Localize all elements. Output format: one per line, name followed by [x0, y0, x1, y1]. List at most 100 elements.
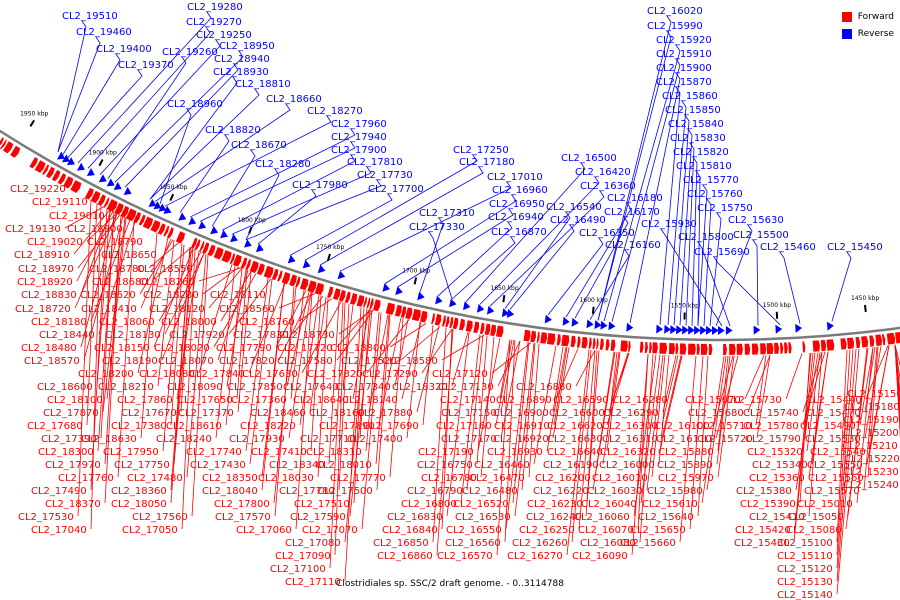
forward-gene-label: CL2_15490 — [800, 421, 856, 432]
reverse-gene-mark-40 — [600, 320, 608, 330]
reverse-gene-mark-42 — [626, 322, 634, 332]
reverse-leader-line — [397, 208, 514, 288]
forward-leader-line — [344, 308, 368, 543]
reverse-leader-line — [504, 211, 571, 309]
forward-gene-label: CL2_17130 — [438, 382, 494, 393]
forward-gene-mark-126 — [588, 337, 592, 349]
reverse-gene-label: CL2_17900 — [331, 145, 387, 156]
legend-reverse-label: Reverse — [857, 28, 894, 39]
reverse-leader-line — [67, 69, 143, 158]
forward-gene-mark-52 — [103, 197, 110, 208]
forward-gene-label: CL2_15360 — [749, 473, 805, 484]
forward-gene-mark-96 — [373, 299, 381, 312]
reverse-leader-line — [149, 88, 260, 200]
forward-gene-mark-51 — [97, 194, 106, 206]
forward-gene-label: CL2_17890 — [319, 421, 375, 432]
forward-gene-label: CL2_15420 — [735, 525, 791, 536]
forward-gene-label: CL2_17070 — [302, 525, 358, 536]
forward-gene-label: CL2_15230 — [843, 467, 899, 478]
forward-leader-line — [504, 340, 516, 543]
legend-reverse: Reverse — [841, 25, 894, 42]
forward-gene-mark-54 — [114, 202, 124, 215]
forward-gene-label: CL2_19130 — [5, 224, 61, 235]
reverse-gene-label: CL2_17250 — [453, 145, 509, 156]
forward-gene-mark-73 — [232, 254, 242, 267]
forward-gene-label: CL2_17360 — [231, 395, 287, 406]
forward-leader-line — [334, 302, 346, 556]
reverse-gene-label: CL2_17730 — [357, 170, 413, 181]
reverse-gene-mark-36 — [562, 316, 570, 326]
kbp-tick-mark-10 — [864, 304, 867, 313]
forward-leader-line — [198, 264, 233, 374]
forward-gene-label: CL2_16560 — [445, 538, 501, 549]
reverse-gene-label: CL2_17180 — [459, 157, 515, 168]
forward-gene-mark-134 — [639, 341, 644, 353]
reverse-gene-label: CL2_15760 — [687, 189, 743, 200]
reverse-gene-label: CL2_17960 — [331, 119, 387, 130]
forward-gene-mark-154 — [780, 342, 784, 354]
reverse-gene-mark-54 — [725, 326, 733, 335]
forward-leader-line — [706, 355, 727, 491]
forward-gene-label: CL2_16530 — [455, 512, 511, 523]
forward-gene-label: CL2_15010 — [797, 499, 853, 510]
forward-leader-line — [162, 243, 183, 452]
forward-gene-label: CL2_17970 — [45, 460, 101, 471]
forward-gene-label: CL2_17060 — [236, 525, 292, 536]
forward-gene-label: CL2_15320 — [747, 447, 803, 458]
forward-gene-mark-66 — [194, 239, 201, 251]
forward-leader-line — [77, 199, 92, 517]
forward-gene-label: CL2_15340 — [752, 460, 808, 471]
forward-leader-line — [378, 317, 402, 426]
forward-leader-line — [290, 290, 305, 400]
forward-gene-label: CL2_15100 — [777, 538, 833, 549]
reverse-leader-line — [831, 251, 852, 322]
forward-gene-label: CL2_17150 — [441, 408, 497, 419]
forward-leader-line — [521, 343, 536, 491]
forward-gene-label: CL2_18180 — [31, 317, 87, 328]
forward-gene-mark-69 — [207, 244, 216, 257]
forward-gene-label: CL2_17100 — [270, 564, 326, 575]
kbp-tick-label: 1900 kbp — [89, 150, 117, 157]
reverse-gene-label: CL2_18270 — [307, 106, 363, 117]
forward-gene-mark-165 — [869, 335, 875, 347]
forward-gene-label: CL2_18050 — [111, 499, 167, 510]
reverse-leader-line — [159, 108, 192, 205]
forward-gene-mark-145 — [708, 344, 713, 355]
forward-gene-mark-120 — [547, 333, 556, 345]
forward-gene-label: CL2_18360 — [111, 486, 167, 497]
forward-leader-line — [97, 211, 115, 452]
forward-gene-label: CL2_18190 — [102, 356, 158, 367]
kbp-tick-label: 1450 kbp — [851, 295, 879, 302]
forward-gene-label: CL2_17930 — [229, 434, 285, 445]
reverse-gene-label: CL2_17310 — [419, 208, 475, 219]
forward-gene-label: CL2_15430 — [734, 538, 790, 549]
reverse-gene-label: CL2_16950 — [489, 199, 545, 210]
reverse-gene-mark-45 — [670, 325, 677, 335]
forward-gene-label: CL2_15560 — [808, 473, 864, 484]
forward-gene-mark-70 — [213, 247, 224, 260]
reverse-gene-mark-18 — [230, 233, 238, 243]
forward-gene-label: CL2_16590 — [553, 395, 609, 406]
forward-leader-line — [406, 322, 421, 439]
forward-gene-mark-77 — [256, 263, 265, 276]
forward-gene-mark-92 — [356, 295, 365, 307]
forward-gene-label: CL2_17430 — [190, 460, 246, 471]
forward-swatch — [841, 11, 852, 22]
forward-leader-line — [317, 297, 329, 478]
forward-leader-line — [90, 205, 102, 530]
forward-gene-label: CL2_17950 — [103, 447, 159, 458]
forward-gene-mark-141 — [679, 343, 687, 355]
forward-gene-mark-59 — [142, 216, 154, 230]
forward-gene-mark-58 — [138, 214, 146, 226]
forward-leader-line — [476, 335, 488, 465]
forward-gene-label: CL2_18010 — [316, 460, 372, 471]
forward-gene-label: CL2_17510 — [294, 499, 350, 510]
forward-leader-line — [662, 355, 677, 413]
forward-leader-line — [631, 354, 649, 556]
forward-gene-mark-95 — [369, 298, 374, 310]
forward-gene-label: CL2_16840 — [382, 525, 438, 536]
reverse-leader-line — [154, 103, 291, 202]
forward-gene-mark-53 — [106, 199, 118, 212]
forward-gene-label: CL2_17490 — [31, 486, 87, 497]
forward-leader-line — [86, 202, 98, 426]
